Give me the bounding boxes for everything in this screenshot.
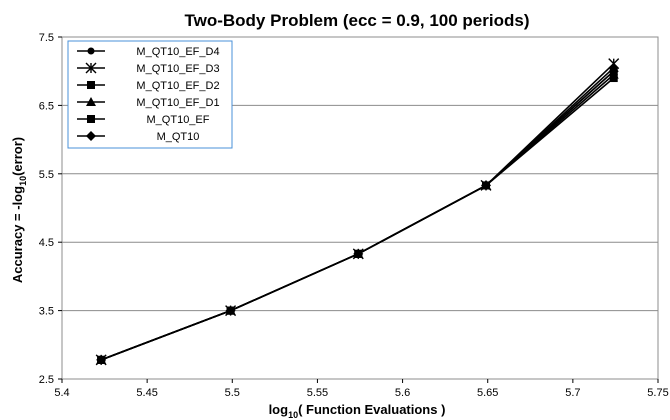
legend-marker: [87, 47, 95, 55]
x-tick-label: 5.5: [225, 387, 240, 399]
y-tick-label: 3.5: [39, 306, 54, 318]
legend-label: M_QT10_EF: [147, 114, 210, 126]
y-axis-title-main: Accuracy = -log: [10, 186, 25, 283]
x-tick-label: 5.7: [565, 387, 580, 399]
y-tick-label: 6.5: [39, 100, 54, 112]
legend: M_QT10_EF_D4 M_QT10_EF_D3 M_QT10_EF_D2 M_QT…: [67, 40, 233, 149]
data-point: [481, 180, 492, 191]
legend-marker: [87, 115, 95, 123]
y-axis-title-subscript: 10: [18, 176, 28, 186]
y-axis-title-rest: (error): [10, 137, 25, 176]
x-axis-title-rest: ( Function Evaluations ): [298, 402, 445, 417]
legend-marker: [86, 131, 96, 141]
data-point: [225, 305, 236, 316]
legend-box: [67, 40, 233, 149]
x-tick-label: 5.4: [54, 387, 69, 399]
legend-marker: [85, 62, 97, 74]
x-axis-title-main: log: [269, 402, 289, 417]
y-tick-label: 4.5: [39, 237, 54, 249]
series-m-qt10: [96, 66, 619, 365]
x-axis-title: log10( Function Evaluations ): [269, 402, 446, 420]
legend-entry: M_QT10: [77, 131, 199, 143]
x-tick-label: 5.45: [136, 387, 157, 399]
legend-entry: M_QT10_EF_D2: [77, 80, 220, 92]
plot-area-border: [61, 36, 659, 380]
series-layer: [95, 58, 620, 366]
legend-entry: M_QT10_EF_D3: [77, 62, 220, 75]
x-tick-label: 5.65: [477, 387, 498, 399]
legend-entry: M_QT10_EF_D4: [77, 46, 220, 58]
x-tick-label: 5.75: [647, 387, 668, 399]
axes: 2.5 3.5 4.5 5.5 6.5 7.5 5.4 5.45 5.5 5.55 5.6 5.65 5…: [39, 32, 669, 399]
legend-label: M_QT10: [157, 131, 200, 143]
data-point: [96, 354, 107, 365]
legend-marker: [86, 97, 96, 106]
legend-entry: M_QT10_EF: [77, 114, 210, 126]
legend-marker: [87, 81, 95, 89]
y-tick-label: 7.5: [39, 32, 54, 44]
legend-label: M_QT10_EF_D4: [136, 46, 219, 58]
data-point: [609, 74, 618, 83]
legend-entry: M_QT10_EF_D1: [77, 97, 220, 109]
y-tick-label: 5.5: [39, 169, 54, 181]
legend-label: M_QT10_EF_D1: [136, 97, 219, 109]
y-axis-title: Accuracy = -log10(error): [10, 137, 28, 283]
data-point: [608, 66, 619, 77]
x-axis-title-subscript: 10: [288, 410, 298, 420]
data-point: [353, 248, 364, 259]
chart-title: Two-Body Problem (ecc = 0.9, 100 periods…: [185, 11, 530, 30]
legend-label: M_QT10_EF_D3: [136, 63, 219, 75]
legend-label: M_QT10_EF_D2: [136, 80, 219, 92]
x-tick-label: 5.55: [307, 387, 328, 399]
x-tick-label: 5.6: [395, 387, 410, 399]
y-tick-label: 2.5: [39, 374, 54, 386]
